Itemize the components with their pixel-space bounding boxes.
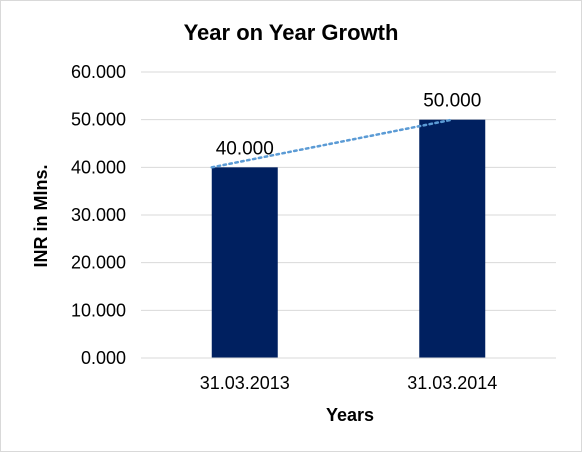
- y-tick-label: 20.000: [71, 253, 126, 273]
- bar-1: [211, 167, 278, 358]
- y-tick-label: 0.000: [81, 348, 126, 368]
- gridlines: [141, 71, 556, 311]
- bars: [211, 119, 486, 359]
- x-tick-label: 31.03.2013: [200, 373, 290, 393]
- y-tick-label: 40.000: [71, 157, 126, 177]
- chart-title: Year on Year Growth: [184, 20, 399, 45]
- y-tick-label: 60.000: [71, 62, 126, 82]
- data-label: 50.000: [423, 91, 481, 112]
- trendline: [210, 118, 454, 169]
- x-tick-label: 31.03.2014: [407, 373, 497, 393]
- y-tick-label: 50.000: [71, 110, 126, 130]
- y-tick-label: 30.000: [71, 205, 126, 225]
- bar-2: [419, 119, 486, 359]
- data-label: 40.000: [216, 138, 274, 159]
- y-tick-label: 10.000: [71, 300, 126, 320]
- data-labels: 40.000 50.000: [216, 91, 482, 160]
- trendline-group: [210, 118, 454, 169]
- x-axis-title: Years: [326, 405, 374, 425]
- x-axis-ticks: 31.03.2013 31.03.2014: [200, 373, 498, 393]
- y-axis-title: INR in Mlns.: [31, 165, 51, 268]
- y-axis-ticks: 0.000 10.000 20.000 30.000 40.000 50.000 60.00…: [71, 62, 126, 368]
